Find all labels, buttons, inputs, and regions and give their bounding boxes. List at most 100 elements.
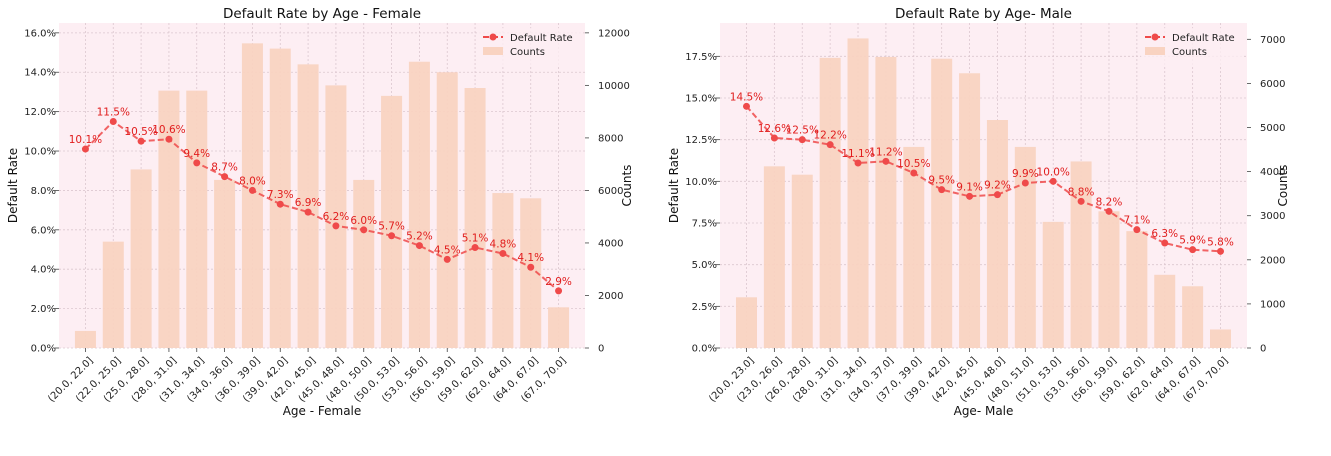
data-label: 9.9% bbox=[1012, 168, 1039, 180]
count-bar bbox=[931, 58, 953, 349]
default-rate-point bbox=[882, 157, 890, 165]
y-tick-label: 2.0% bbox=[31, 304, 56, 315]
y-tick-label: 0.0% bbox=[692, 344, 717, 355]
count-bar bbox=[1182, 286, 1204, 348]
default-rate-point bbox=[415, 242, 423, 250]
y-axis-title: Default Rate bbox=[6, 148, 20, 223]
y2-tick-label: 2000 bbox=[1260, 255, 1285, 266]
data-label: 4.5% bbox=[434, 244, 461, 256]
count-bar bbox=[186, 90, 208, 349]
count-bar bbox=[297, 64, 319, 348]
count-bar bbox=[903, 146, 925, 348]
count-bar bbox=[986, 120, 1008, 348]
data-label: 10.0% bbox=[1037, 166, 1070, 178]
y-axis-right: 0 1000 2000 3000 4000 5000 6000 7000 bbox=[1247, 35, 1285, 355]
y-tick-label: 10.0% bbox=[24, 147, 56, 158]
y-tick-label: 7.5% bbox=[692, 219, 717, 230]
y-tick-label: 5.0% bbox=[692, 260, 717, 271]
data-label: 4.8% bbox=[490, 238, 517, 250]
data-label: 6.9% bbox=[295, 197, 322, 209]
data-label: 8.2% bbox=[1096, 196, 1123, 208]
default-rate-point bbox=[1105, 207, 1113, 215]
default-rate-point bbox=[527, 263, 535, 271]
data-label: 5.1% bbox=[462, 233, 489, 245]
count-bar bbox=[269, 48, 291, 349]
data-label: 6.3% bbox=[1151, 228, 1178, 240]
legend-label: Default Rate bbox=[510, 33, 573, 44]
default-rate-point bbox=[1049, 177, 1057, 185]
count-bar bbox=[548, 307, 570, 348]
counts-bars bbox=[74, 43, 570, 349]
default-rate-point bbox=[742, 102, 750, 110]
y-axis-title: Default Rate bbox=[667, 148, 681, 223]
y-tick-label: 16.0% bbox=[24, 28, 56, 39]
y-tick-label: 4.0% bbox=[31, 265, 56, 276]
count-bar bbox=[1154, 274, 1176, 348]
default-rate-path bbox=[84, 120, 560, 292]
count-bar bbox=[436, 72, 458, 348]
default-rate-line bbox=[742, 102, 1225, 255]
data-label: 9.1% bbox=[956, 181, 983, 193]
data-label: 8.7% bbox=[211, 162, 238, 174]
legend-label: Default Rate bbox=[1172, 33, 1235, 44]
count-bar bbox=[214, 179, 236, 348]
count-bar bbox=[1210, 329, 1232, 348]
count-bar bbox=[1042, 221, 1064, 348]
default-rate-point bbox=[193, 159, 201, 167]
y2-tick-label: 4000 bbox=[1260, 167, 1285, 178]
data-label: 6.0% bbox=[350, 215, 377, 227]
legend-bar-swatch bbox=[483, 47, 503, 55]
legend-label: Counts bbox=[1172, 47, 1207, 58]
default-rate-point bbox=[332, 222, 340, 230]
data-label: 5.2% bbox=[406, 231, 433, 243]
count-bar bbox=[381, 95, 403, 348]
default-rate-point bbox=[770, 134, 778, 142]
count-bar bbox=[520, 198, 542, 348]
count-bar bbox=[959, 73, 981, 349]
y2-tick-label: 7000 bbox=[1260, 35, 1285, 46]
default-rate-point bbox=[1189, 246, 1197, 254]
data-label: 2.9% bbox=[545, 276, 572, 288]
y2-tick-label: 5000 bbox=[1260, 123, 1285, 134]
legend: Default Rate Counts bbox=[1141, 28, 1243, 66]
count-bar bbox=[847, 38, 869, 348]
y-tick-label: 17.5% bbox=[685, 52, 717, 63]
x-axis: (20.0, 23.0](23.0, 26.0](26.0, 28.0](28.… bbox=[707, 348, 1231, 405]
x-axis-title: Age - Female bbox=[283, 404, 362, 418]
count-bar bbox=[408, 61, 430, 349]
count-bar bbox=[1098, 211, 1120, 348]
count-bar bbox=[74, 330, 96, 348]
default-rate-point bbox=[1077, 197, 1085, 205]
data-label: 12.5% bbox=[786, 125, 819, 137]
default-rate-point bbox=[555, 287, 563, 295]
data-label: 6.2% bbox=[323, 211, 350, 223]
default-rate-point bbox=[248, 186, 256, 194]
count-bar bbox=[1126, 231, 1148, 348]
default-rate-point bbox=[966, 192, 974, 200]
data-label: 7.3% bbox=[267, 189, 294, 201]
data-label: 11.5% bbox=[97, 106, 130, 118]
data-label: 4.1% bbox=[517, 252, 544, 264]
count-bar bbox=[102, 241, 124, 348]
data-label: 9.2% bbox=[984, 180, 1011, 192]
default-rate-point bbox=[388, 232, 396, 240]
y-tick-label: 2.5% bbox=[692, 302, 717, 313]
count-bar bbox=[791, 174, 813, 348]
data-label: 11.1% bbox=[841, 148, 874, 160]
data-label: 5.8% bbox=[1207, 236, 1234, 248]
y2-axis-title: Counts bbox=[620, 165, 634, 207]
y2-tick-label: 6000 bbox=[1260, 79, 1285, 90]
data-label: 7.1% bbox=[1124, 215, 1151, 227]
y-tick-label: 14.0% bbox=[24, 68, 56, 79]
legend: Default Rate Counts bbox=[479, 28, 581, 66]
chart-panel-1: 10.1%11.5%10.5%10.6%9.4%8.7%8.0%7.3%6.9%… bbox=[6, 6, 634, 418]
y2-tick-label: 3000 bbox=[1260, 211, 1285, 222]
y2-tick-label: 8000 bbox=[598, 133, 623, 144]
default-rate-point bbox=[109, 117, 117, 125]
data-label: 5.7% bbox=[378, 221, 405, 233]
data-label: 8.8% bbox=[1068, 186, 1095, 198]
count-bar bbox=[158, 90, 180, 349]
data-label: 8.0% bbox=[239, 175, 266, 187]
count-bar bbox=[130, 169, 152, 348]
